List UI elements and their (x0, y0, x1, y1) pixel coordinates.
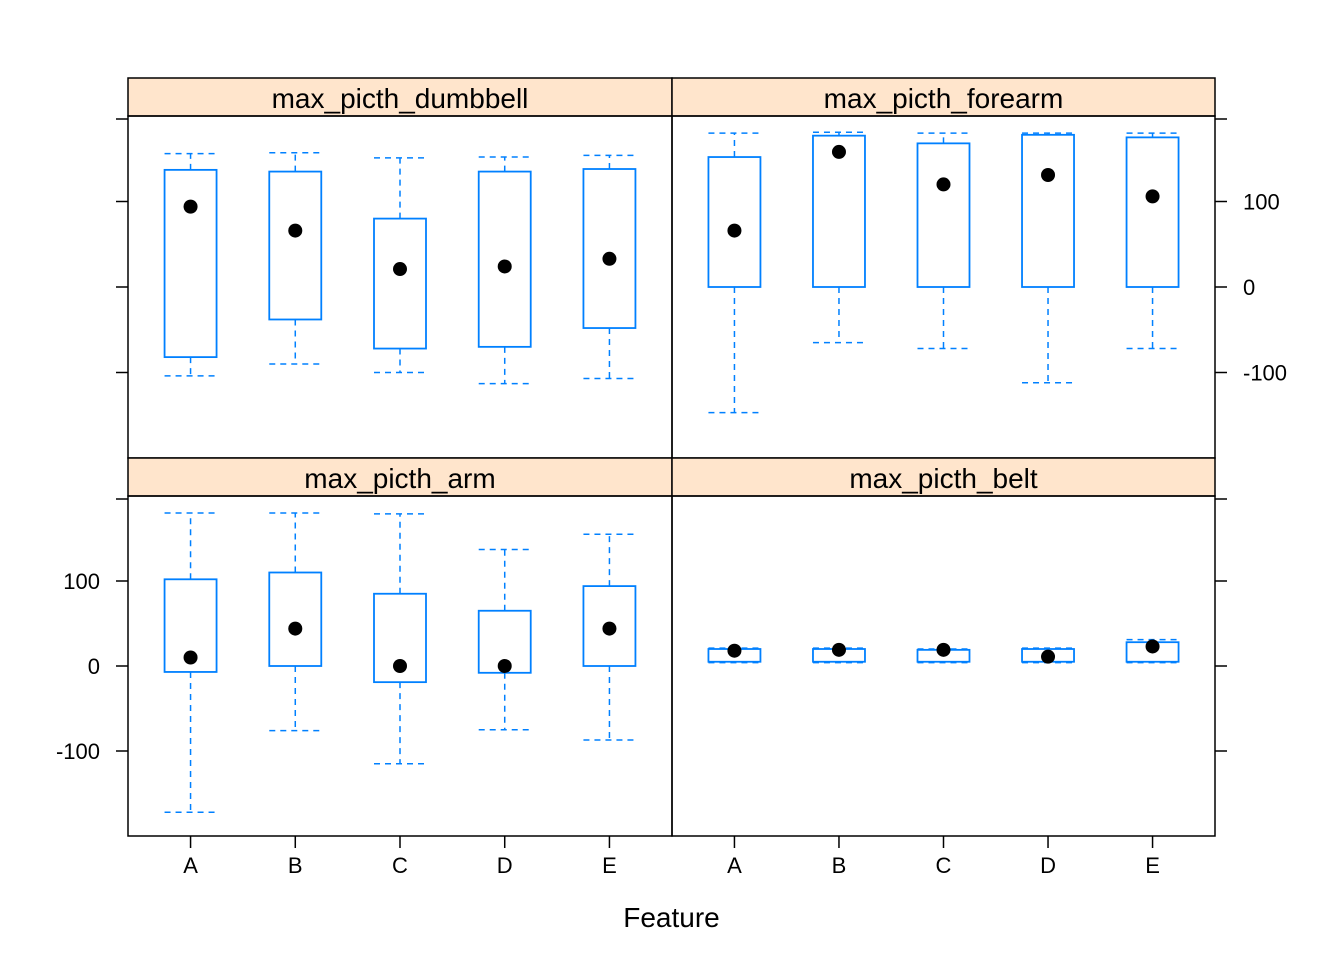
panel-strip (671, 77, 1216, 117)
median-dot (602, 621, 617, 636)
box-iqr (1125, 136, 1180, 288)
box-A (707, 132, 762, 414)
median-dot (727, 223, 742, 238)
median-dot (288, 223, 303, 238)
median-dot (1041, 649, 1056, 664)
median-dot (936, 177, 951, 192)
median-dot (1145, 189, 1160, 204)
y-tick-label: 0 (1243, 275, 1255, 300)
panel-max_picth_belt: max_picth_belt (671, 457, 1216, 837)
y-tick-label: 0 (88, 654, 100, 679)
panel-max_picth_forearm: max_picth_forearm (671, 77, 1216, 459)
box-A (163, 152, 218, 377)
box-E (1125, 638, 1180, 664)
box-iqr (812, 134, 866, 288)
box-C (916, 642, 971, 664)
x-tick-label: A (727, 853, 742, 878)
x-tick-label: B (288, 853, 303, 878)
box-D (1021, 132, 1075, 384)
box-B (812, 131, 866, 344)
median-dot (183, 650, 198, 665)
box-iqr (707, 156, 762, 288)
box-B (268, 512, 323, 732)
box-D (477, 156, 532, 385)
box-C (373, 513, 427, 765)
box-E (582, 533, 637, 741)
x-tick-label: A (183, 853, 198, 878)
box-iqr (582, 585, 637, 667)
panel-strip (671, 457, 1216, 497)
median-dot (1145, 639, 1160, 654)
box-E (582, 154, 637, 380)
y-tick-label: 100 (1243, 190, 1280, 215)
median-dot (831, 642, 846, 657)
box-A (163, 512, 218, 813)
panel-title: max_picth_arm (304, 463, 495, 494)
box-B (268, 152, 323, 365)
box-iqr (268, 170, 323, 321)
median-dot (393, 659, 407, 673)
x-tick-label: C (392, 853, 408, 878)
y-tick-label: 100 (63, 569, 100, 594)
median-dot (936, 642, 951, 657)
box-iqr (373, 217, 427, 350)
y-tick-label: -100 (56, 739, 100, 764)
box-E (1125, 132, 1180, 350)
panel-title: max_picth_forearm (824, 83, 1064, 114)
box-iqr (373, 592, 427, 684)
median-dot (497, 659, 512, 673)
median-dot (1041, 167, 1056, 182)
median-dot (831, 144, 846, 159)
x-tick-label: C (936, 853, 952, 878)
y-tick-label: -100 (1243, 361, 1287, 386)
box-iqr (268, 571, 323, 667)
x-tick-label: D (1040, 853, 1056, 878)
box-iqr (477, 170, 532, 348)
median-dot (288, 621, 303, 636)
median-dot (183, 199, 198, 214)
panel-frame (127, 115, 673, 459)
box-D (1021, 647, 1075, 664)
x-tick-label: E (1145, 853, 1160, 878)
median-dot (602, 251, 617, 266)
median-dot (497, 259, 512, 274)
box-A (707, 643, 762, 664)
box-C (373, 157, 427, 374)
median-dot (393, 262, 407, 277)
panel-frame (671, 495, 1216, 837)
x-axis-title: Feature (623, 902, 720, 933)
x-tick-label: E (602, 853, 617, 878)
panel-title: max_picth_belt (849, 463, 1038, 494)
box-iqr (1021, 133, 1075, 288)
panel-max_picth_arm: max_picth_arm (127, 457, 673, 837)
box-iqr (163, 578, 218, 673)
box-iqr (582, 168, 637, 329)
median-dot (727, 643, 742, 658)
box-D (477, 548, 532, 731)
box-C (916, 132, 971, 350)
panel-strip (127, 77, 673, 117)
panel-title: max_picth_dumbbell (272, 83, 529, 114)
box-iqr (163, 168, 218, 359)
box-B (812, 642, 866, 664)
x-tick-label: B (832, 853, 847, 878)
box-iqr (916, 142, 971, 288)
x-tick-label: D (497, 853, 513, 878)
panel-max_picth_dumbbell: max_picth_dumbbell (127, 77, 673, 459)
